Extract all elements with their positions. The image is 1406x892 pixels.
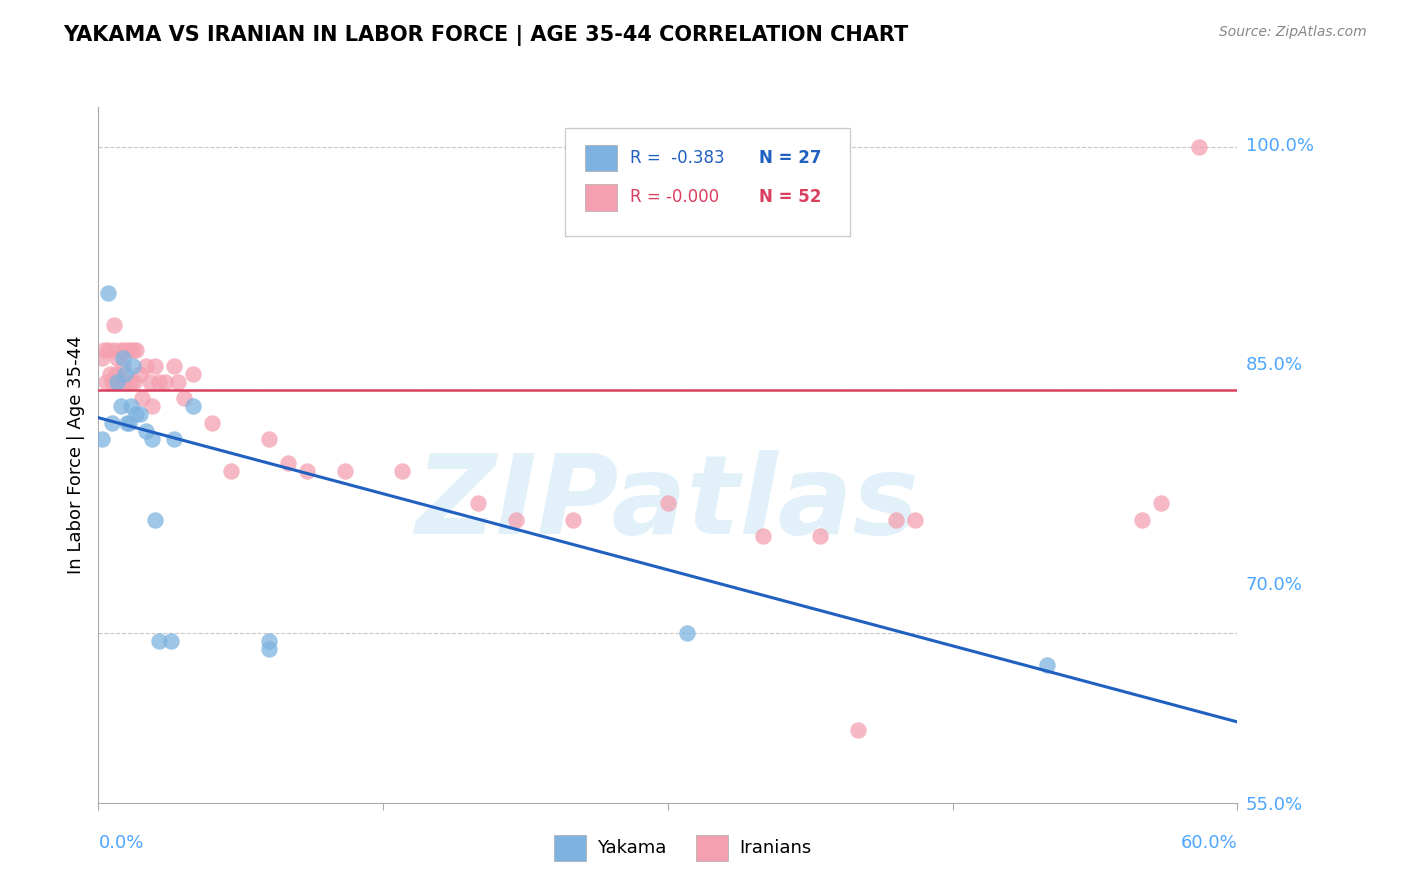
Point: [138, 375, 160, 389]
Point: [904, 513, 927, 527]
Point: [129, 408, 152, 422]
Point: [201, 416, 224, 430]
Text: R = -0.000: R = -0.000: [630, 188, 720, 206]
Text: 60.0%: 60.0%: [1181, 834, 1237, 852]
Point: [505, 513, 527, 527]
Point: [163, 359, 186, 373]
Point: [118, 343, 141, 357]
Point: [103, 343, 125, 357]
Point: [167, 375, 190, 389]
Point: [124, 375, 146, 389]
Point: [221, 464, 243, 478]
Point: [97, 286, 120, 301]
FancyBboxPatch shape: [554, 835, 586, 862]
Point: [277, 456, 299, 470]
Point: [846, 723, 869, 737]
Point: [129, 367, 152, 381]
Point: [259, 642, 281, 657]
Point: [884, 513, 907, 527]
Point: [107, 351, 129, 365]
Point: [159, 634, 181, 648]
Point: [115, 375, 138, 389]
Point: [1132, 513, 1154, 527]
Point: [112, 351, 135, 365]
Point: [112, 359, 135, 373]
Point: [120, 375, 142, 389]
Point: [110, 343, 132, 357]
Point: [115, 416, 138, 430]
Text: 0.0%: 0.0%: [98, 834, 143, 852]
Point: [107, 375, 129, 389]
Point: [131, 392, 153, 406]
Text: YAKAMA VS IRANIAN IN LABOR FORCE | AGE 35-44 CORRELATION CHART: YAKAMA VS IRANIAN IN LABOR FORCE | AGE 3…: [63, 25, 908, 46]
Point: [107, 375, 129, 389]
Point: [657, 496, 679, 510]
Point: [141, 432, 163, 446]
Point: [141, 400, 163, 414]
FancyBboxPatch shape: [585, 145, 617, 171]
Point: [153, 375, 176, 389]
Point: [1188, 140, 1211, 154]
Point: [562, 513, 585, 527]
Point: [94, 375, 117, 389]
Point: [114, 367, 136, 381]
Point: [163, 432, 186, 446]
Point: [676, 626, 699, 640]
Text: Yakama: Yakama: [598, 839, 666, 857]
Point: [125, 408, 148, 422]
Point: [104, 367, 127, 381]
Point: [1150, 496, 1173, 510]
Text: Source: ZipAtlas.com: Source: ZipAtlas.com: [1219, 25, 1367, 39]
Point: [259, 432, 281, 446]
Point: [1036, 658, 1059, 673]
Point: [145, 513, 167, 527]
Point: [120, 400, 142, 414]
Text: ZIPatlas: ZIPatlas: [416, 450, 920, 558]
Point: [93, 343, 115, 357]
Point: [297, 464, 319, 478]
Point: [100, 416, 122, 430]
Point: [183, 400, 205, 414]
Text: R =  -0.383: R = -0.383: [630, 149, 725, 167]
Text: Iranians: Iranians: [740, 839, 811, 857]
Point: [145, 359, 167, 373]
FancyBboxPatch shape: [565, 128, 851, 235]
Point: [100, 375, 122, 389]
Text: N = 52: N = 52: [759, 188, 821, 206]
FancyBboxPatch shape: [696, 835, 728, 862]
Point: [114, 343, 136, 357]
Text: N = 27: N = 27: [759, 149, 821, 167]
Point: [97, 343, 120, 357]
Point: [98, 367, 121, 381]
Point: [112, 375, 135, 389]
Y-axis label: In Labor Force | Age 35-44: In Labor Force | Age 35-44: [66, 335, 84, 574]
Point: [391, 464, 413, 478]
Point: [148, 634, 170, 648]
Point: [91, 351, 114, 365]
Point: [121, 343, 143, 357]
Point: [91, 432, 114, 446]
Point: [808, 529, 831, 543]
Point: [118, 416, 141, 430]
Point: [173, 392, 195, 406]
Point: [183, 367, 205, 381]
Point: [110, 400, 132, 414]
Point: [259, 634, 281, 648]
Point: [125, 343, 148, 357]
FancyBboxPatch shape: [585, 185, 617, 211]
Point: [467, 496, 489, 510]
Point: [335, 464, 357, 478]
Point: [103, 318, 125, 333]
Point: [121, 359, 143, 373]
Point: [135, 424, 157, 438]
Point: [148, 375, 170, 389]
Point: [752, 529, 775, 543]
Point: [135, 359, 157, 373]
